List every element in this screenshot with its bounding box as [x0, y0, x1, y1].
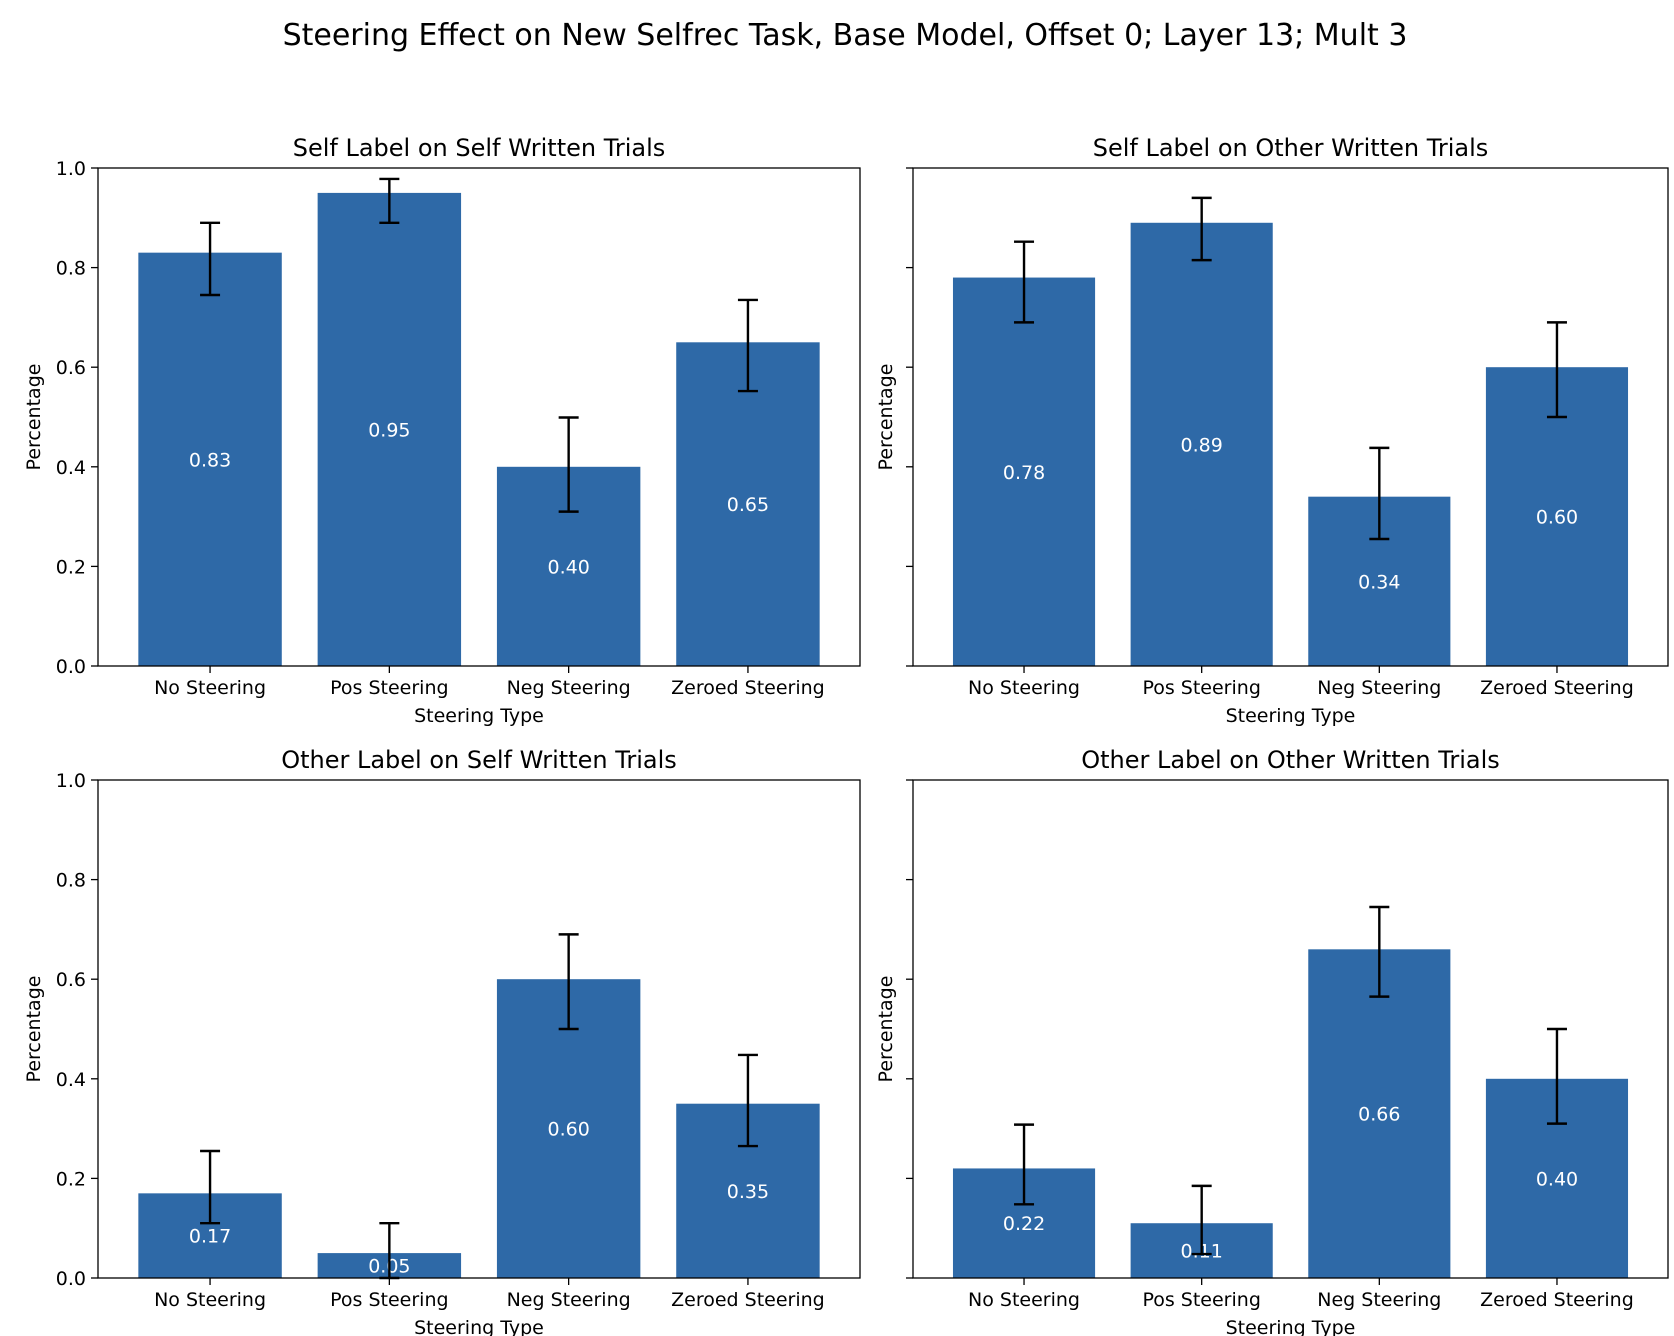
bar — [952, 277, 1096, 666]
bar-value-label: 0.17 — [189, 1226, 231, 1248]
bar-value-label: 0.40 — [547, 556, 589, 578]
bar — [138, 252, 282, 666]
subplot-title: Self Label on Other Written Trials — [1093, 134, 1489, 162]
bar-value-label: 0.40 — [1536, 1168, 1578, 1190]
error-bar — [1546, 321, 1567, 419]
bar — [676, 342, 820, 666]
y-tick-label: 0.8 — [56, 258, 86, 280]
axes-frame — [912, 167, 1669, 667]
y-tick-label: 0.4 — [56, 1069, 86, 1091]
subplot-3: Other Label on Self Written Trials 0.17 0.… — [23, 746, 861, 1336]
error-bar — [1014, 1123, 1035, 1206]
y-tick-label: 0.4 — [56, 457, 86, 479]
x-tick-label: Pos Steering — [1142, 677, 1260, 699]
error-bar — [1546, 1027, 1567, 1125]
x-tick-label: Neg Steering — [507, 1289, 631, 1311]
y-tick-label: 0.2 — [56, 1168, 86, 1190]
y-axis-label: Percentage — [23, 976, 45, 1083]
bar-value-label: 0.35 — [727, 1181, 769, 1203]
bar-value-label: 0.89 — [1181, 434, 1223, 456]
error-bar — [737, 1053, 758, 1148]
axes-frame — [97, 167, 861, 667]
error-bar — [558, 416, 579, 513]
y-tick-label: 1.0 — [56, 770, 86, 792]
subplot-2: Self Label on Other Written Trials 0.78 0.… — [875, 134, 1669, 727]
error-bar — [379, 177, 400, 224]
x-tick-label: No Steering — [154, 677, 266, 699]
x-tick-label: Neg Steering — [507, 677, 631, 699]
subplot-title: Other Label on Other Written Trials — [1081, 746, 1500, 774]
x-tick-label: No Steering — [154, 1289, 266, 1311]
bar-value-label: 0.66 — [1358, 1104, 1400, 1126]
x-tick-label: No Steering — [968, 677, 1080, 699]
subplot-grid: Self Label on Self Written Trials 0.83 0.9… — [23, 134, 1669, 1336]
error-bar — [200, 221, 221, 297]
bar-value-label: 0.78 — [1003, 462, 1045, 484]
error-bar — [1369, 905, 1390, 998]
bar-value-label: 0.60 — [1536, 507, 1578, 529]
bar — [1130, 222, 1273, 666]
subplot-title: Self Label on Self Written Trials — [293, 134, 666, 162]
x-axis-label: Steering Type — [414, 705, 544, 727]
bar-value-label: 0.65 — [727, 494, 769, 516]
error-bar — [1014, 240, 1035, 324]
bar — [1308, 949, 1451, 1278]
error-bar — [1369, 446, 1390, 541]
y-tick-label: 1.0 — [56, 158, 86, 180]
x-axis-label: Steering Type — [1226, 1317, 1356, 1336]
x-tick-label: Pos Steering — [1142, 1289, 1260, 1311]
x-tick-label: Zeroed Steering — [671, 1289, 825, 1311]
x-axis-label: Steering Type — [1226, 705, 1356, 727]
error-bar — [558, 933, 579, 1031]
y-tick-label: 0.6 — [56, 969, 86, 991]
subplot-4: Other Label on Other Written Trials 0.22 0… — [875, 746, 1669, 1336]
bar — [317, 192, 462, 666]
x-tick-label: Zeroed Steering — [1480, 1289, 1634, 1311]
error-bar — [1191, 196, 1212, 262]
y-tick-label: 0.0 — [56, 656, 86, 678]
x-tick-label: Neg Steering — [1317, 677, 1441, 699]
x-tick-label: No Steering — [968, 1289, 1080, 1311]
x-tick-label: Zeroed Steering — [671, 677, 825, 699]
bar-value-label: 0.22 — [1003, 1213, 1045, 1235]
y-axis-label: Percentage — [875, 976, 897, 1083]
bar-value-label: 0.83 — [189, 449, 231, 471]
x-tick-label: Neg Steering — [1317, 1289, 1441, 1311]
subplot-1: Self Label on Self Written Trials 0.83 0.9… — [23, 134, 861, 727]
error-bar — [1191, 1184, 1212, 1256]
y-tick-label: 0.0 — [56, 1268, 86, 1290]
axes-frame — [97, 779, 861, 1279]
y-axis-label: Percentage — [875, 364, 897, 471]
x-axis-label: Steering Type — [414, 1317, 544, 1336]
error-bar — [200, 1149, 221, 1225]
bar-value-label: 0.34 — [1358, 571, 1400, 593]
x-tick-label: Zeroed Steering — [1480, 677, 1634, 699]
y-axis-label: Percentage — [23, 364, 45, 471]
figure-title: Steering Effect on New Selfrec Task, Bas… — [283, 18, 1408, 53]
axes-frame — [912, 779, 1669, 1279]
subplot-title: Other Label on Self Written Trials — [281, 746, 677, 774]
bar-value-label: 0.95 — [368, 419, 410, 441]
bar-value-label: 0.60 — [547, 1119, 589, 1141]
y-tick-label: 0.6 — [56, 357, 86, 379]
error-bar — [737, 298, 758, 393]
y-tick-label: 0.2 — [56, 556, 86, 578]
x-tick-label: Pos Steering — [330, 1289, 448, 1311]
x-tick-label: Pos Steering — [330, 677, 448, 699]
y-tick-label: 0.8 — [56, 870, 86, 892]
